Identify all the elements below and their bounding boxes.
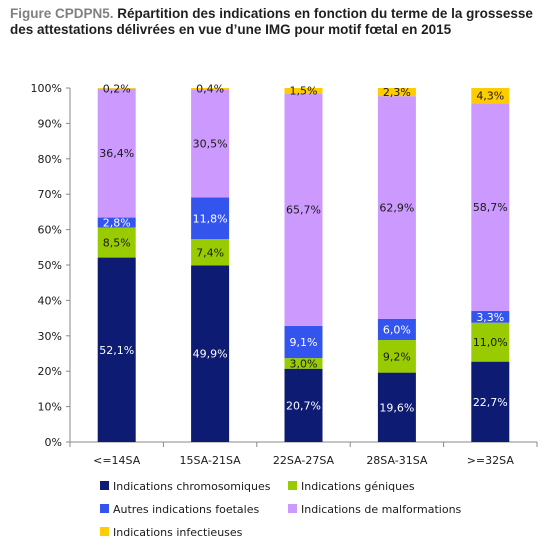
legend-swatch — [288, 504, 297, 513]
x-tick-label: <=14SA — [93, 454, 141, 467]
legend-swatch — [100, 481, 109, 490]
figure-label: Figure CPDPN5. — [10, 6, 114, 21]
y-tick-label: 50% — [38, 259, 62, 272]
bar-segment — [97, 217, 136, 228]
bar-segment — [377, 96, 416, 319]
y-tick-label: 10% — [38, 401, 62, 414]
chart-title: Figure CPDPN5. Répartition des indicatio… — [10, 6, 540, 38]
y-tick-label: 90% — [38, 117, 62, 130]
data-label: 20,7% — [286, 399, 321, 412]
bar-segment — [377, 88, 416, 97]
data-label: 7,4% — [196, 246, 224, 259]
bar-segment — [377, 318, 416, 341]
x-tick-label: 28SA-31SA — [366, 454, 428, 467]
legend-swatch — [100, 527, 109, 536]
bar-segment — [97, 257, 136, 442]
bar-segment — [97, 227, 136, 258]
data-label: 0,2% — [103, 82, 131, 95]
bar-segment — [471, 361, 510, 442]
data-label: 3,0% — [290, 357, 318, 370]
bar-segment — [471, 103, 510, 312]
data-label: 22,7% — [473, 396, 508, 409]
bar-segment — [284, 93, 323, 326]
x-tick-label: 15SA-21SA — [180, 454, 242, 467]
x-tick-label: 22SA-27SA — [273, 454, 335, 467]
x-tick-label: >=32SA — [467, 454, 515, 467]
legend-swatch — [288, 481, 297, 490]
bar-segment — [284, 88, 323, 94]
data-label: 4,3% — [476, 90, 504, 103]
bar-segment — [97, 88, 136, 218]
data-label: 11,0% — [473, 336, 508, 349]
data-label: 9,1% — [290, 336, 318, 349]
bar-segment — [191, 239, 230, 266]
bar-segment — [97, 88, 136, 89]
data-label: 9,2% — [383, 350, 411, 363]
legend-label: Indications de malformations — [301, 503, 462, 516]
data-label: 11,8% — [193, 212, 228, 225]
bar-segment — [191, 88, 230, 90]
legend-label: Indications géniques — [301, 480, 415, 493]
bar-segment — [284, 358, 323, 369]
data-label: 65,7% — [286, 204, 321, 217]
data-label: 49,9% — [193, 348, 228, 361]
bar-segment — [191, 197, 230, 240]
y-tick-label: 80% — [38, 153, 62, 166]
data-label: 52,1% — [99, 344, 134, 357]
data-label: 0,4% — [196, 83, 224, 96]
data-label: 3,3% — [476, 311, 504, 324]
data-label: 2,3% — [383, 86, 411, 99]
y-tick-label: 70% — [38, 188, 62, 201]
bar-segment — [471, 88, 510, 104]
data-label: 30,5% — [193, 137, 228, 150]
legend-label: Indications infectieuses — [113, 526, 243, 539]
data-label: 2,8% — [103, 217, 131, 230]
y-tick-label: 60% — [38, 224, 62, 237]
legend-label: Indications chromosomiques — [113, 480, 271, 493]
bar-segment — [471, 322, 510, 362]
bar-segment — [284, 325, 323, 359]
data-label: 58,7% — [473, 201, 508, 214]
data-label: 36,4% — [99, 147, 134, 160]
bar-segment — [377, 340, 416, 373]
legend-label: Autres indications foetales — [113, 503, 259, 516]
y-tick-label: 0% — [45, 436, 62, 449]
y-tick-label: 20% — [38, 365, 62, 378]
bar-segment — [377, 372, 416, 442]
data-label: 1,5% — [290, 85, 318, 98]
bar-segment — [191, 265, 230, 442]
data-label: 8,5% — [103, 237, 131, 250]
y-tick-label: 100% — [31, 82, 62, 95]
title-text: Répartition des indications en fonction … — [10, 6, 533, 37]
data-label: 19,6% — [379, 401, 414, 414]
data-label: 62,9% — [379, 201, 414, 214]
bar-segment — [471, 311, 510, 323]
bar-segment — [284, 368, 323, 442]
y-tick-label: 30% — [38, 330, 62, 343]
y-tick-label: 40% — [38, 294, 62, 307]
bar-segment — [191, 89, 230, 198]
legend-swatch — [100, 504, 109, 513]
data-label: 6,0% — [383, 323, 411, 336]
